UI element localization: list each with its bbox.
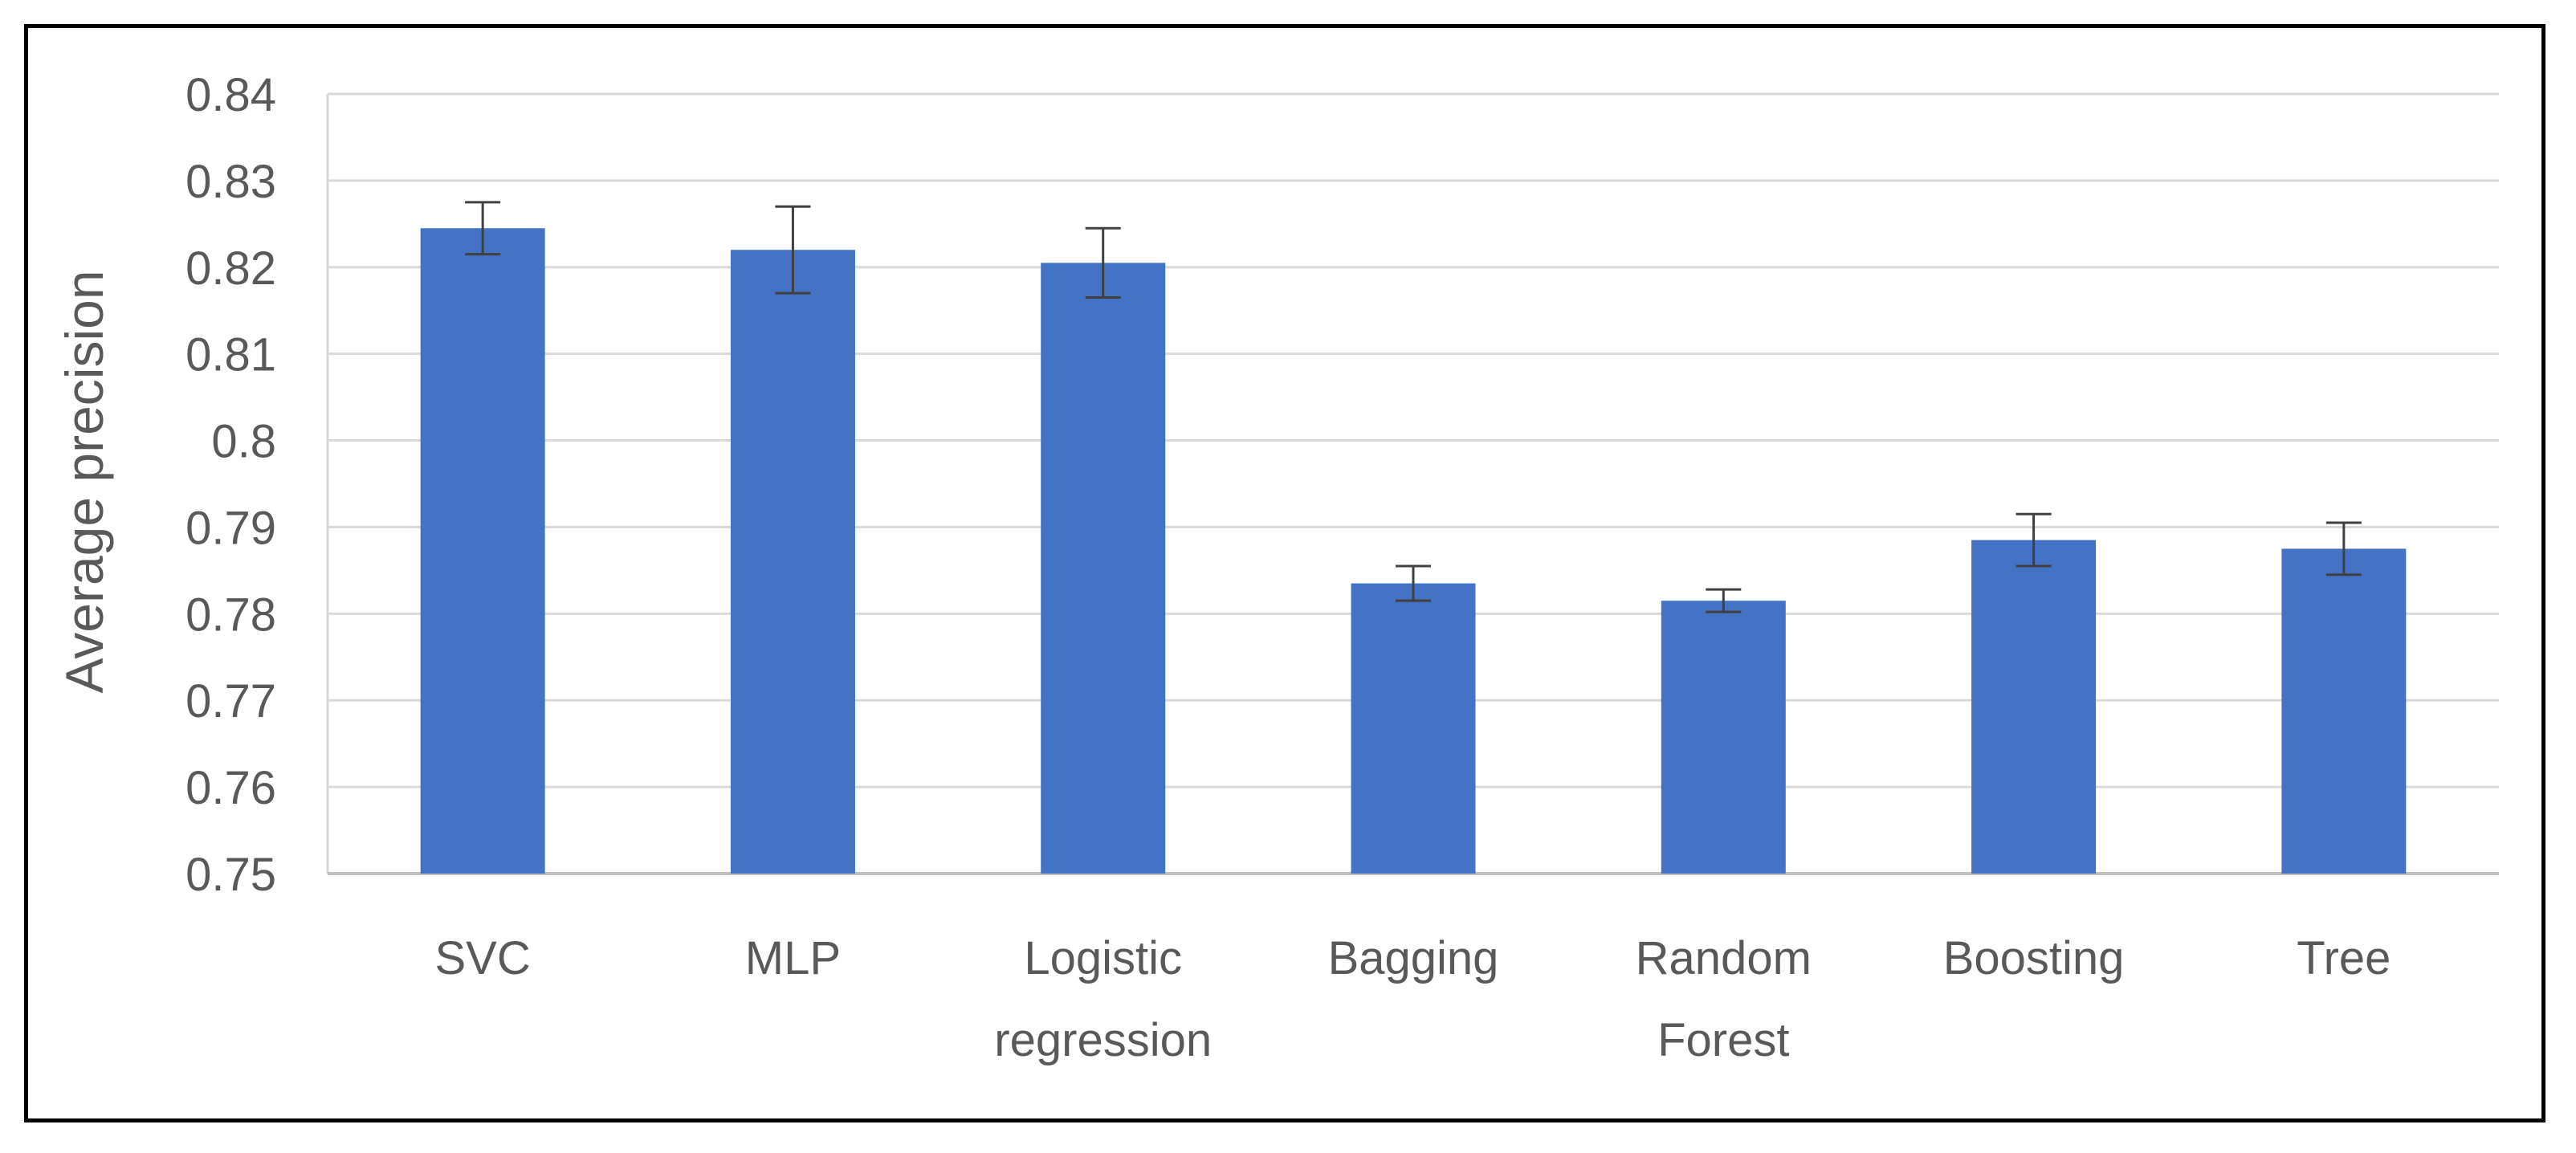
y-tick-label: 0.77 — [185, 675, 276, 727]
x-category-label-line: Tree — [2297, 932, 2391, 984]
y-tick-label: 0.79 — [185, 502, 276, 554]
x-category-label-line: Forest — [1657, 1014, 1789, 1066]
x-category-label-line: MLP — [745, 932, 841, 984]
x-category-label-line: Logistic — [1024, 932, 1182, 984]
y-tick-label: 0.75 — [185, 849, 276, 901]
x-category-label-line: Boosting — [1943, 932, 2125, 984]
y-tick-label: 0.76 — [185, 762, 276, 814]
bar — [1661, 601, 1786, 874]
y-tick-label: 0.82 — [185, 242, 276, 295]
x-category-label: Tree — [2297, 932, 2391, 984]
bar — [2281, 548, 2407, 874]
error-bars — [465, 201, 2362, 613]
x-category-label-line: Bagging — [1328, 932, 1499, 984]
bars — [420, 228, 2407, 874]
x-category-label-line: SVC — [435, 932, 531, 984]
y-tick-label: 0.78 — [185, 589, 276, 641]
y-tick-label: 0.84 — [185, 69, 276, 121]
bar — [420, 228, 545, 874]
bar — [730, 250, 855, 874]
y-axis-title: Average precision — [55, 270, 114, 693]
x-category-label-line: Random — [1636, 932, 1812, 984]
gridlines — [326, 92, 2499, 875]
y-tick-label: 0.83 — [185, 156, 276, 208]
bar — [1971, 540, 2097, 874]
y-tick-label: 0.8 — [211, 416, 276, 468]
y-axis-ticks: 0.75 0.76 0.77 0.78 0.79 0.8 0.81 0.82 0.83 0.84 — [185, 69, 276, 901]
bar — [1351, 583, 1476, 874]
x-category-label-line: regression — [994, 1014, 1212, 1066]
x-category-label: Bagging — [1328, 932, 1499, 984]
bar — [1041, 263, 1166, 874]
x-category-label: Logistic regression — [994, 932, 1212, 1066]
x-axis-categories: SVC MLP Logistic regression Bagging Random For… — [435, 932, 2391, 1066]
x-category-label: Boosting — [1943, 932, 2125, 984]
x-category-label: Random Forest — [1636, 932, 1812, 1066]
x-category-label: SVC — [435, 932, 531, 984]
x-category-label: MLP — [745, 932, 841, 984]
y-tick-label: 0.81 — [185, 329, 276, 381]
